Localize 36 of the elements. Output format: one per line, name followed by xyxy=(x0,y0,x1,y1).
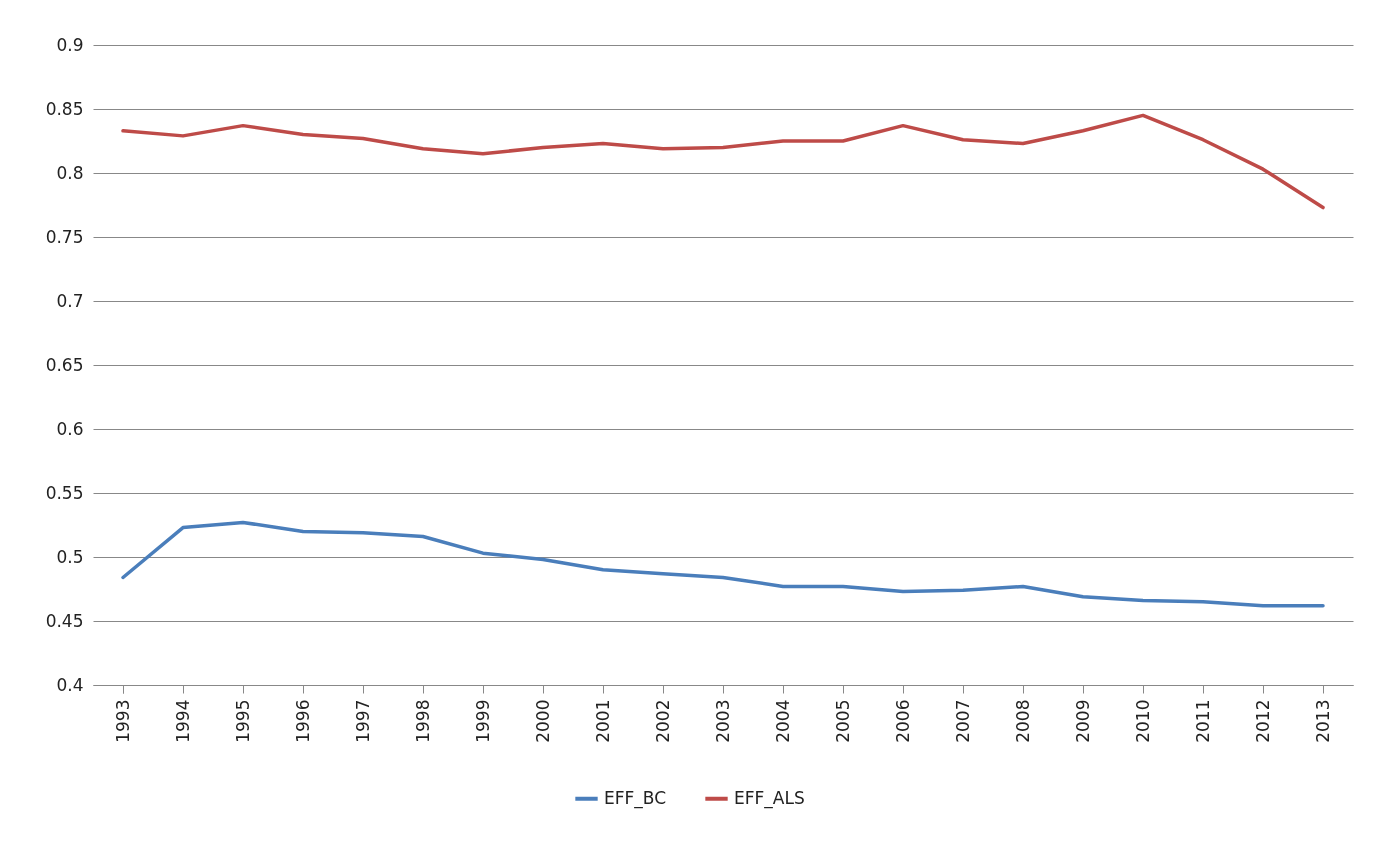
x-tick-label: 1994 xyxy=(172,699,193,743)
x-tick-label: 2010 xyxy=(1132,699,1153,743)
x-tick-label: 2008 xyxy=(1012,699,1033,743)
y-tick-label: 0.6 xyxy=(56,418,84,439)
x-tick-label: 1997 xyxy=(352,699,373,743)
y-tick-label: 0.5 xyxy=(56,546,84,567)
x-tick-label: 2006 xyxy=(892,699,913,743)
x-tick-label: 2005 xyxy=(832,699,853,743)
y-tick-label: 0.7 xyxy=(56,290,84,311)
y-tick-label: 0.55 xyxy=(45,482,84,503)
x-tick-label: 2000 xyxy=(532,699,553,743)
x-tick-label: 2013 xyxy=(1312,699,1333,743)
x-tick-label: 2009 xyxy=(1072,699,1093,743)
y-tick-label: 0.75 xyxy=(45,226,84,247)
x-tick-label: 2007 xyxy=(952,699,973,743)
legend-label: EFF_ALS xyxy=(734,787,805,809)
x-tick-label: 2002 xyxy=(652,699,673,743)
line-series xyxy=(121,520,1325,608)
x-tick-label: 2011 xyxy=(1192,699,1213,743)
y-tick-label: 0.45 xyxy=(45,610,84,631)
x-tick-label: 2003 xyxy=(712,699,733,743)
x-tick-label: 1996 xyxy=(292,699,313,743)
line-series xyxy=(121,113,1325,210)
x-tick-label: 2004 xyxy=(772,699,793,743)
x-tick-label: 1995 xyxy=(232,699,253,743)
y-tick-label: 0.4 xyxy=(56,674,84,695)
x-tick-label: 2012 xyxy=(1252,699,1273,743)
x-tick-label: 1998 xyxy=(412,699,433,743)
y-tick-label: 0.65 xyxy=(45,354,84,375)
legend-label: EFF_BC xyxy=(604,787,667,809)
x-tick-label: 1999 xyxy=(472,699,493,743)
y-tick-label: 0.8 xyxy=(56,162,84,183)
y-tick-label: 0.85 xyxy=(45,98,84,119)
x-tick-label: 1993 xyxy=(112,699,133,743)
x-tick-label: 2001 xyxy=(592,699,613,743)
y-tick-label: 0.9 xyxy=(56,34,84,55)
